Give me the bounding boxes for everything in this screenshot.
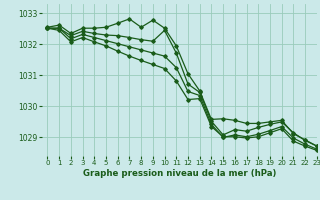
X-axis label: Graphe pression niveau de la mer (hPa): Graphe pression niveau de la mer (hPa) [83, 169, 276, 178]
